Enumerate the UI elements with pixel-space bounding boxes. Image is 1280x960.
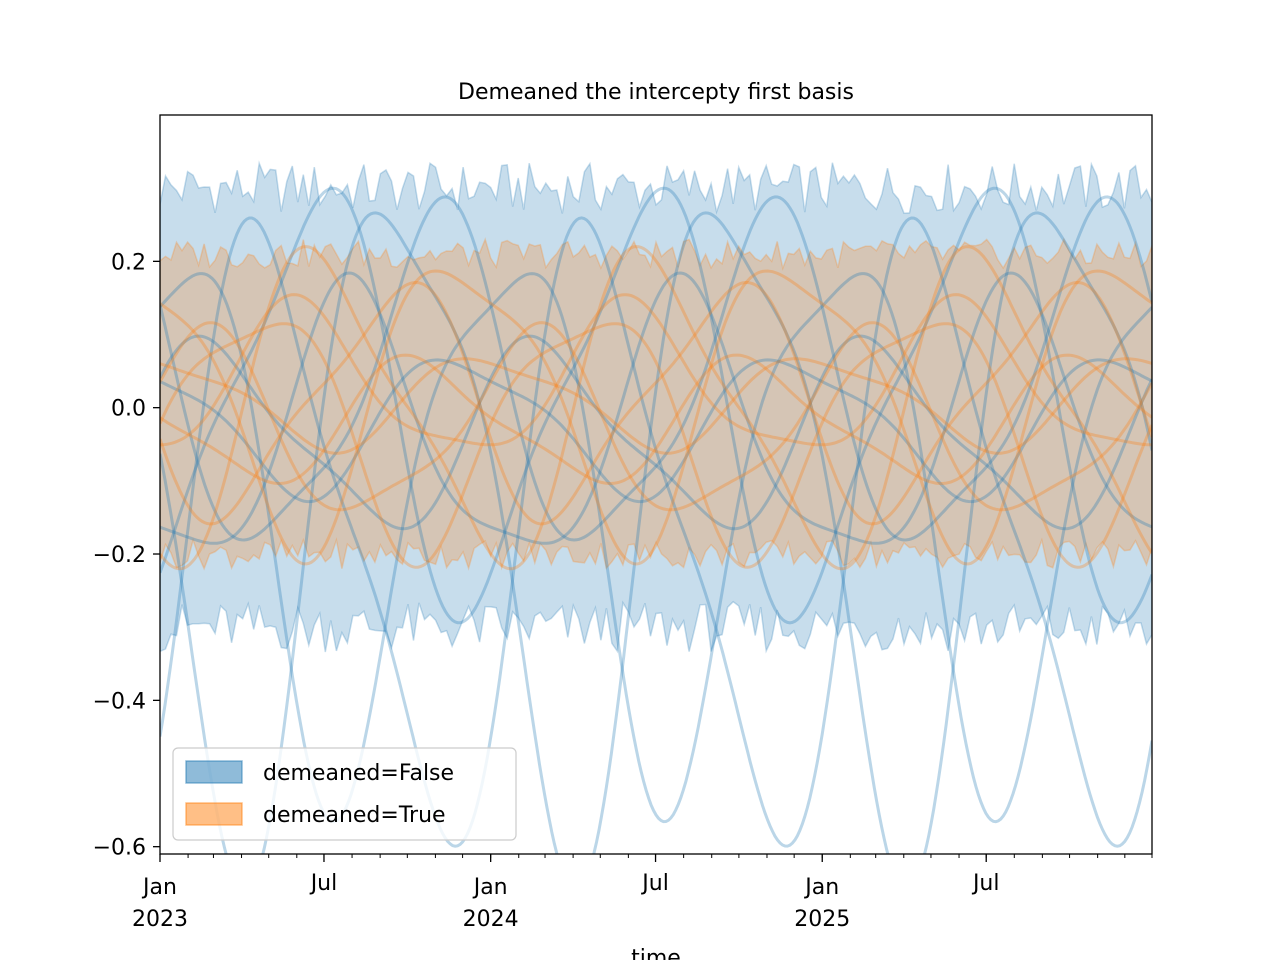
legend-swatch-false	[185, 760, 243, 784]
curve-layer	[160, 186, 1152, 854]
curve-1-1	[160, 269, 1152, 566]
curve-1-7	[160, 357, 1152, 455]
curve-0-3	[160, 186, 1152, 625]
curve-1-4	[160, 321, 1152, 512]
x-tick-label: Jan	[141, 875, 177, 900]
band-0	[160, 160, 1152, 654]
legend-label-false: demeaned=False	[263, 761, 454, 786]
curve-0-7	[160, 358, 1152, 504]
curve-1-5	[160, 293, 1152, 447]
y-tick-label: 0.2	[111, 250, 146, 275]
y-tick-label: 0.0	[111, 397, 146, 422]
x-tick-label: Jul	[309, 871, 338, 896]
legend-frame	[172, 747, 517, 841]
x-tick-label: Jan	[803, 875, 839, 900]
band-1	[160, 237, 1152, 571]
y-axis: −0.6 −0.4 −0.2 0.0 0.2	[93, 250, 160, 861]
x-tick-label: 2025	[794, 907, 850, 932]
x-tick-label: Jul	[971, 871, 1000, 896]
x-tick-label: 2024	[463, 907, 519, 932]
x-tick-label: Jan	[472, 875, 508, 900]
curve-0-4	[160, 195, 1152, 542]
legend: demeaned=False demeaned=True	[172, 747, 517, 841]
curve-1-6	[160, 353, 1152, 486]
curve-1-0	[160, 245, 1152, 571]
x-tick-label: Jul	[640, 871, 669, 896]
y-tick-label: −0.4	[93, 689, 146, 714]
x-axis: Jan 2023 Jul Jan 2024 Jul Jan 2025 Jul	[132, 854, 1153, 932]
x-tick-label: 2023	[132, 907, 188, 932]
curve-1-3	[160, 280, 1152, 526]
x-axis-label: time	[631, 946, 681, 960]
band-layer	[160, 160, 1152, 654]
curve-0-0	[160, 216, 1152, 848]
chart-title: Demeaned the intercepty first basis	[458, 80, 854, 105]
y-tick-label: −0.2	[93, 543, 146, 568]
legend-label-true: demeaned=True	[263, 803, 446, 828]
legend-swatch-true	[185, 802, 243, 826]
curve-0-1	[160, 211, 1152, 854]
curve-0-5	[160, 271, 1152, 545]
curve-1-2	[160, 322, 1152, 569]
curve-0-6	[160, 334, 1152, 531]
y-tick-label: −0.6	[93, 836, 146, 861]
